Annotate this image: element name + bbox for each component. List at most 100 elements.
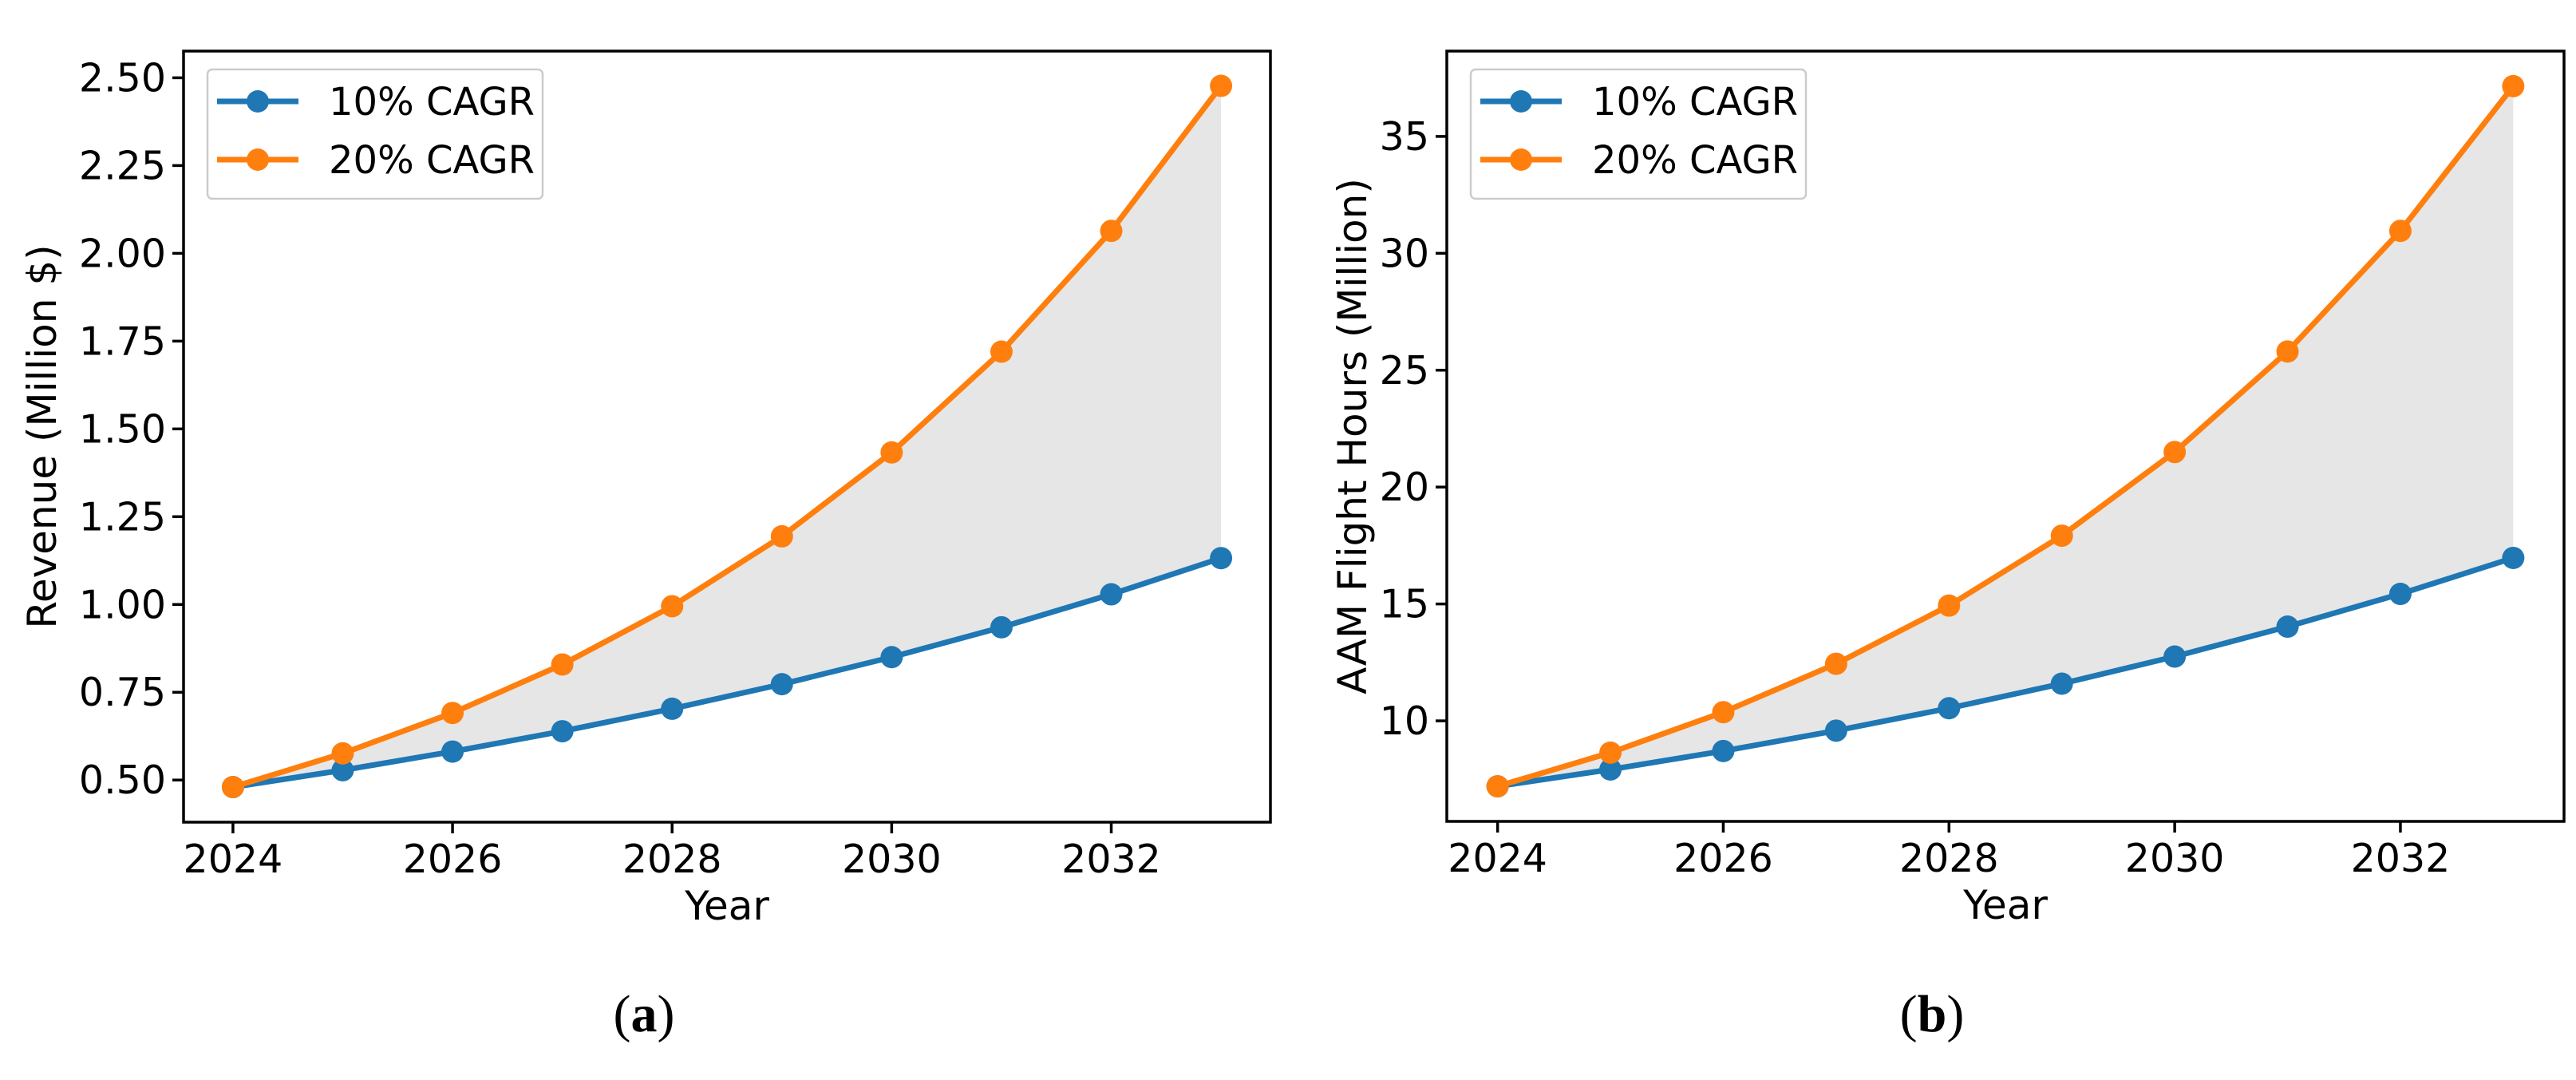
y-tick-label: 1.00 [79, 582, 166, 627]
y-tick-label: 2.50 [79, 55, 166, 101]
data-point-marker [1100, 220, 1123, 243]
y-tick-label: 30 [1380, 231, 1429, 276]
data-point-marker [2276, 340, 2299, 363]
series-line-10pct-cagr [230, 555, 1224, 790]
y-tick-label: 20 [1380, 465, 1429, 510]
data-point-marker [551, 720, 574, 743]
data-point-marker [1824, 719, 1847, 742]
x-axis-label: Year [684, 883, 769, 929]
data-point-marker [2163, 645, 2187, 668]
chart-b-panel: 2024 2026 2028 2030 2032 10 15 20 25 30 35 Year AAM … [1288, 0, 2576, 966]
data-point-marker [551, 653, 574, 676]
data-point-marker [770, 673, 793, 696]
chart-a-panel: 2024 2026 2028 2030 2032 0.50 0.75 1.00 1.25 1.50… [0, 0, 1288, 966]
data-point-marker [880, 646, 903, 669]
data-point-marker [770, 524, 793, 548]
y-tick-label: 1.25 [79, 494, 166, 540]
data-point-marker [2050, 672, 2073, 695]
data-point-marker [1712, 739, 1735, 762]
y-tick-label: 25 [1380, 348, 1429, 394]
x-tick-label: 2032 [1061, 837, 1161, 882]
data-point-marker [2502, 546, 2525, 569]
y-tick-label: 15 [1380, 582, 1429, 627]
legend: 10% CAGR 20% CAGR [1469, 68, 1808, 200]
y-axis-label: AAM Flight Hours (Million) [1329, 178, 1376, 694]
y-tick-label: 2.25 [79, 143, 166, 188]
chart-a-canvas: 2024 2026 2028 2030 2032 0.50 0.75 1.00 1.25 1.50… [19, 49, 1272, 929]
caption-b-close-paren: ) [1946, 985, 1965, 1043]
data-point-marker [1486, 775, 1509, 798]
data-point-marker [1599, 758, 1622, 781]
data-point-marker [661, 595, 684, 618]
data-point-marker [1210, 74, 1233, 97]
legend-entry: 10% CAGR [1480, 80, 1798, 125]
data-point-marker [441, 702, 464, 725]
caption-a-close-paren: ) [657, 985, 675, 1043]
data-point-marker [1938, 594, 1961, 617]
x-tick-label: 2026 [1673, 836, 1773, 881]
data-point-marker [990, 340, 1013, 363]
caption-b: (b) [1288, 988, 2576, 1041]
data-point-marker [331, 742, 354, 765]
y-tick-label: 2.00 [79, 231, 166, 276]
x-tick-label: 2024 [1448, 836, 1547, 881]
legend-marker [1510, 90, 1532, 113]
data-point-marker [1824, 652, 1847, 675]
y-tick-label: 10 [1380, 698, 1429, 744]
series-line-10pct-cagr [1495, 555, 2516, 789]
legend-marker [247, 90, 269, 113]
data-point-marker [221, 776, 244, 799]
caption-a-letter: a [630, 985, 658, 1043]
x-tick-label: 2030 [2125, 836, 2225, 881]
data-point-marker [2388, 583, 2412, 606]
legend-entry-label: 10% CAGR [329, 80, 535, 125]
legend-entry-label: 20% CAGR [329, 138, 535, 183]
x-axis-label: Year [1962, 882, 2048, 928]
data-point-marker [880, 441, 903, 464]
data-point-marker [2163, 441, 2187, 464]
data-point-marker [2050, 524, 2073, 548]
y-axis-label: Revenue (Million $) [19, 244, 65, 628]
x-tick-label: 2030 [842, 837, 942, 882]
y-tick-label: 1.50 [79, 406, 166, 452]
legend-entry: 10% CAGR [217, 80, 535, 125]
legend-entry: 20% CAGR [217, 138, 535, 183]
legend-entry: 20% CAGR [1480, 138, 1798, 183]
data-point-marker [990, 615, 1013, 639]
legend-entry-label: 10% CAGR [1592, 80, 1798, 125]
data-point-marker [1938, 697, 1961, 720]
cagr-range-fill [232, 85, 1222, 788]
x-tick-label: 2026 [403, 837, 503, 882]
data-point-marker [661, 697, 684, 720]
cagr-range-fill [1497, 85, 2514, 787]
legend: 10% CAGR 20% CAGR [206, 68, 544, 200]
data-point-marker [331, 758, 354, 781]
caption-b-letter: b [1917, 985, 1947, 1043]
x-tick-label: 2032 [2351, 836, 2451, 881]
chart-b-canvas: 2024 2026 2028 2030 2032 10 15 20 25 30 35 Year AAM … [1329, 49, 2566, 928]
x-tick-label: 2028 [1899, 836, 1999, 881]
data-point-marker [1210, 547, 1233, 570]
data-point-marker [1599, 741, 1622, 764]
caption-a: (a) [0, 988, 1288, 1041]
series-line-20pct-cagr [1495, 83, 2516, 789]
legend-marker [247, 148, 269, 171]
series-line-20pct-cagr [230, 83, 1224, 790]
caption-b-open-paren: ( [1899, 985, 1918, 1043]
y-tick-label: 35 [1380, 114, 1429, 160]
plot-border [1445, 49, 2566, 823]
y-tick-label: 1.75 [79, 318, 166, 364]
legend-marker [1510, 148, 1532, 171]
plot-border [182, 49, 1272, 824]
data-point-marker [2502, 74, 2525, 97]
caption-a-open-paren: ( [613, 985, 631, 1043]
y-tick-label: 0.75 [79, 670, 166, 715]
x-tick-label: 2024 [184, 837, 283, 882]
data-point-marker [2388, 220, 2412, 243]
x-tick-label: 2028 [622, 837, 722, 882]
y-tick-label: 0.50 [79, 758, 166, 803]
data-point-marker [2276, 615, 2299, 639]
data-point-marker [1712, 701, 1735, 724]
data-point-marker [1100, 583, 1123, 606]
data-point-marker [441, 740, 464, 763]
